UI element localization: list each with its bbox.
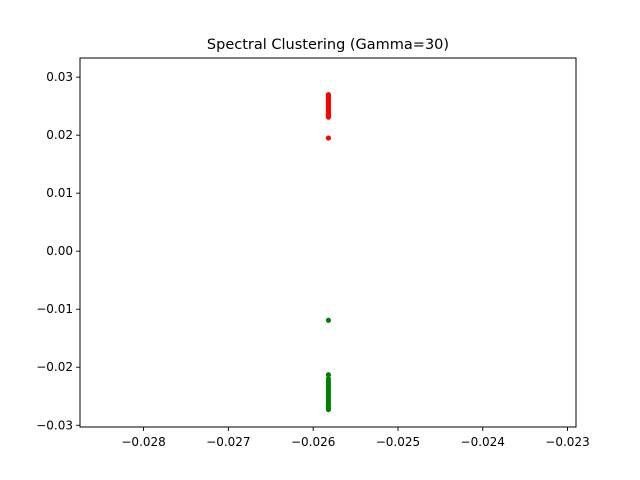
axis-ticks: −0.028 −0.027 −0.026 −0.025 −0.024 −0.023 0.03… (36, 70, 590, 449)
x-tick-label: −0.023 (545, 435, 589, 449)
y-tick-label: −0.02 (36, 360, 73, 374)
x-tick-label: −0.024 (461, 435, 505, 449)
y-tick-label: −0.03 (36, 418, 73, 432)
x-tick-label: −0.025 (376, 435, 420, 449)
y-tick-label: 0.02 (46, 128, 73, 142)
series-0-point (325, 135, 332, 141)
x-tick-label: −0.028 (121, 435, 165, 449)
y-tick-label: 0.03 (46, 70, 73, 84)
y-tick-label: 0.00 (46, 244, 73, 258)
chart-title: Spectral Clustering (Gamma=30) (207, 37, 449, 53)
y-tick-label: 0.01 (46, 186, 73, 200)
data-points (325, 91, 332, 413)
series-1-point (325, 317, 332, 323)
x-tick-label: −0.027 (206, 435, 250, 449)
series-1-point (325, 406, 332, 413)
series-0-point (325, 91, 332, 98)
plot-area-frame (79, 57, 577, 428)
y-tick-label: −0.01 (36, 302, 73, 316)
series-1-point (325, 372, 332, 378)
x-tick-label: −0.026 (291, 435, 335, 449)
